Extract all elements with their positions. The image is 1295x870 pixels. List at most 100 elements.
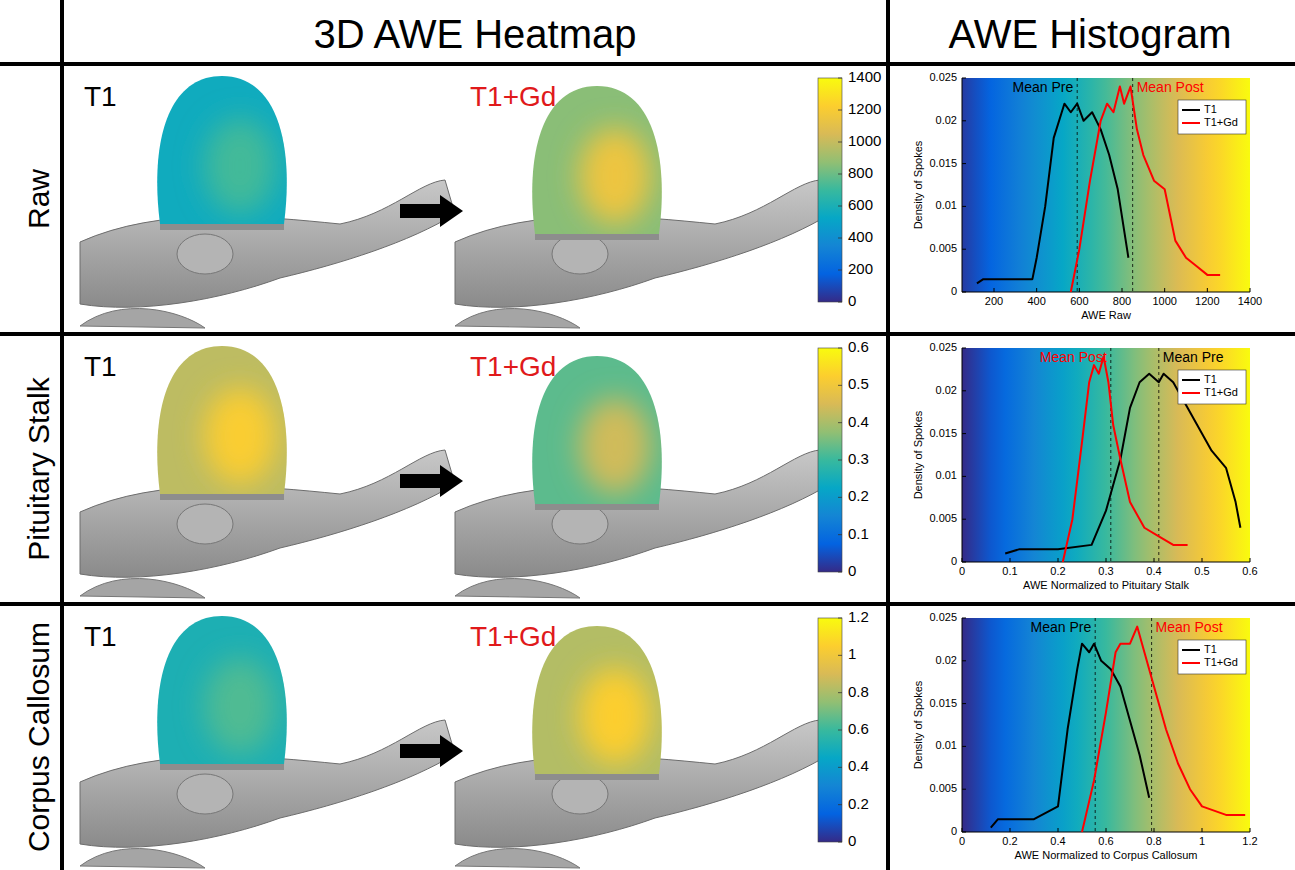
colorbar-tick bbox=[838, 206, 842, 207]
legend-swatch bbox=[1182, 649, 1200, 651]
y-tick bbox=[962, 703, 966, 704]
colorbar bbox=[818, 348, 842, 572]
x-tick bbox=[1164, 288, 1165, 292]
anatomy bbox=[80, 579, 205, 598]
y-tick-label: 0.025 bbox=[929, 71, 957, 83]
colorbar-tick-label: 1400 bbox=[848, 68, 881, 85]
x-tick-label: 0.4 bbox=[1146, 565, 1161, 577]
series-line bbox=[977, 104, 1128, 284]
x-tick-label: 1400 bbox=[1238, 295, 1262, 307]
dome-base-edge bbox=[160, 764, 284, 770]
legend-swatch bbox=[1182, 662, 1200, 664]
anatomy bbox=[455, 579, 580, 598]
x-tick-label: 400 bbox=[1027, 295, 1045, 307]
x-tick bbox=[1058, 558, 1059, 562]
column-title: AWE Histogram bbox=[948, 12, 1231, 56]
colorbar-tick bbox=[838, 110, 842, 111]
anatomy bbox=[455, 849, 580, 868]
y-axis-title: Density of Spokes bbox=[912, 410, 924, 499]
colorbar-tick-label: 0 bbox=[848, 832, 856, 849]
x-tick-label: 600 bbox=[1070, 295, 1088, 307]
colorbar-tick bbox=[838, 804, 842, 805]
colorbar-tick bbox=[838, 618, 842, 619]
colorbar-tick bbox=[838, 460, 842, 461]
anatomy bbox=[80, 309, 205, 328]
series-line bbox=[1063, 357, 1188, 562]
heatmap-peak bbox=[579, 398, 651, 494]
legend-box bbox=[1178, 640, 1246, 674]
heatmap-base bbox=[157, 616, 287, 764]
divider bbox=[0, 62, 1295, 66]
y-tick bbox=[962, 832, 966, 833]
y-tick-label: 0.005 bbox=[929, 782, 957, 794]
x-tick bbox=[1207, 288, 1208, 292]
y-tick-label: 0.025 bbox=[929, 341, 957, 353]
y-axis bbox=[962, 78, 963, 292]
y-tick bbox=[962, 660, 966, 661]
x-axis bbox=[962, 292, 1250, 293]
colorbar-tick bbox=[838, 348, 842, 349]
mean-label: Mean Post bbox=[1137, 79, 1204, 95]
row-label: Raw bbox=[22, 169, 55, 229]
colorbar-tick-label: 1 bbox=[848, 645, 856, 662]
colorbar-tick bbox=[838, 78, 842, 79]
colorbar-tick-label: 0.4 bbox=[848, 757, 869, 774]
column-title: 3D AWE Heatmap bbox=[313, 12, 636, 56]
histogram-chart: 00.20.40.60.811.200.0050.010.0150.020.02… bbox=[912, 611, 1258, 861]
legend-swatch bbox=[1182, 122, 1200, 124]
colorbar bbox=[818, 618, 842, 842]
x-tick-label: 0.6 bbox=[1242, 565, 1257, 577]
x-tick bbox=[1122, 288, 1123, 292]
row-label: Corpus Callosum bbox=[22, 622, 55, 852]
x-tick-label: 1.2 bbox=[1242, 835, 1257, 847]
colorbar-tick-label: 1000 bbox=[848, 132, 881, 149]
divider bbox=[60, 0, 64, 870]
colorbar-tick bbox=[838, 142, 842, 143]
y-tick bbox=[962, 390, 966, 391]
post-label: T1+Gd bbox=[470, 351, 556, 382]
colorbar-tick-label: 0.5 bbox=[848, 375, 869, 392]
y-tick-label: 0.005 bbox=[929, 512, 957, 524]
colorbar-tick-label: 0.6 bbox=[848, 338, 869, 355]
colorbar-tick bbox=[838, 572, 842, 573]
colorbar-tick-label: 0.4 bbox=[848, 413, 869, 430]
post-label: T1+Gd bbox=[470, 81, 556, 112]
x-tick-label: 200 bbox=[985, 295, 1003, 307]
colorbar-tick-label: 400 bbox=[848, 228, 873, 245]
x-tick-label: 0.3 bbox=[1098, 565, 1113, 577]
heatmap-peak bbox=[204, 118, 276, 214]
y-axis-title: Density of Spokes bbox=[912, 140, 924, 229]
x-tick bbox=[1010, 558, 1011, 562]
anatomy bbox=[80, 849, 205, 868]
y-tick-label: 0.01 bbox=[936, 739, 957, 751]
heatmap-peak-group bbox=[579, 668, 651, 764]
anatomy bbox=[177, 504, 233, 544]
colorbar-tick bbox=[838, 422, 842, 423]
y-tick bbox=[962, 519, 966, 520]
y-tick-label: 0 bbox=[951, 825, 957, 837]
mean-line bbox=[1132, 78, 1133, 292]
x-tick bbox=[1202, 558, 1203, 562]
mean-line bbox=[1110, 348, 1111, 562]
x-tick bbox=[1202, 828, 1203, 832]
series-line bbox=[1082, 627, 1245, 832]
heatmap-peak bbox=[204, 388, 276, 484]
arrow bbox=[400, 735, 463, 767]
y-tick bbox=[962, 249, 966, 250]
colorbar-tick-label: 1.2 bbox=[848, 608, 869, 625]
divider bbox=[886, 0, 890, 870]
x-tick-label: 800 bbox=[1113, 295, 1131, 307]
marks bbox=[991, 618, 1245, 832]
y-tick-label: 0.025 bbox=[929, 611, 957, 623]
legend-label: T1 bbox=[1204, 643, 1217, 655]
x-tick-label: 0.5 bbox=[1194, 565, 1209, 577]
y-tick bbox=[962, 348, 966, 349]
mean-label: Mean Pre bbox=[1163, 349, 1224, 365]
heatmap-peak-group bbox=[204, 658, 276, 754]
dome-base-edge bbox=[535, 504, 659, 510]
colorbar bbox=[818, 78, 842, 302]
heatmap-peak-group bbox=[579, 128, 651, 224]
legend-box bbox=[1178, 370, 1246, 404]
x-tick bbox=[1250, 558, 1251, 562]
colorbar-tick bbox=[838, 497, 842, 498]
